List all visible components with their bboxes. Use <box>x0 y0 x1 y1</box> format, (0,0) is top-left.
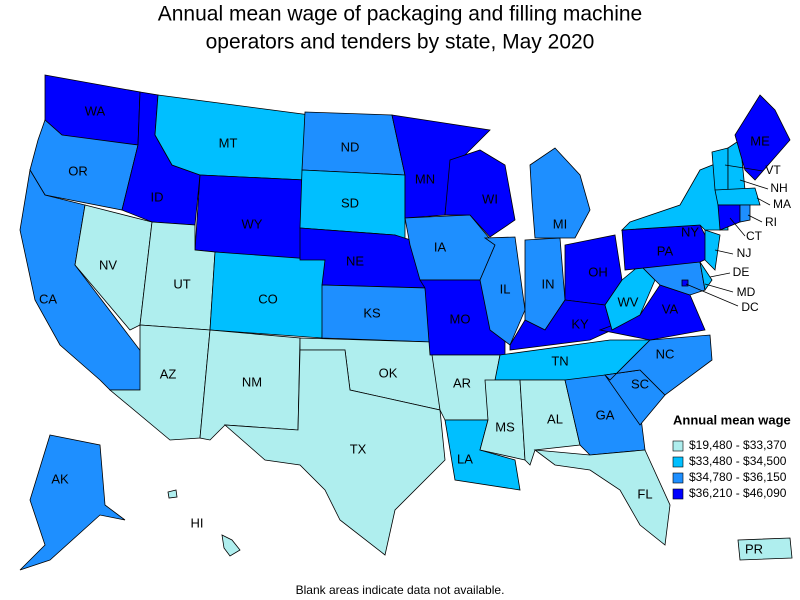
legend-swatch <box>672 488 684 500</box>
state-label: MO <box>450 311 471 326</box>
state-label: MS <box>495 419 515 434</box>
state <box>529 147 591 239</box>
state-label: OR <box>68 163 88 178</box>
leader-line <box>756 197 771 206</box>
state-label: IA <box>434 239 447 254</box>
state-label: OK <box>379 365 398 380</box>
legend-swatch <box>672 440 684 452</box>
legend-title: Annual mean wage <box>673 412 791 427</box>
state-labels: WA OR CA NV ID MT WY UT CO AZ NM ND SD NE KS OK TX MN IA MO… <box>39 103 791 556</box>
state <box>620 159 729 231</box>
state-label: SC <box>631 376 649 391</box>
state-label: ME <box>750 133 770 148</box>
state-label: RI <box>765 215 777 229</box>
legend-label: $33,480 - $34,500 <box>689 454 787 468</box>
state <box>711 147 729 191</box>
state-label: TN <box>551 353 568 368</box>
state <box>479 236 526 346</box>
state-label: CA <box>39 291 57 306</box>
state-label: TX <box>350 441 367 456</box>
state-label: GA <box>596 407 615 422</box>
state-label: HI <box>191 515 204 530</box>
states <box>19 74 793 571</box>
state-label: NM <box>242 374 262 389</box>
leader-line <box>747 214 763 223</box>
state <box>444 149 516 238</box>
state-label: DC <box>741 300 759 314</box>
state-label: KS <box>363 305 381 320</box>
state <box>29 119 139 211</box>
state-label: MI <box>553 216 567 231</box>
state <box>533 449 671 546</box>
state-label: OH <box>588 264 608 279</box>
state <box>734 94 791 181</box>
legend: $19,480 - $33,370 $33,480 - $34,500 $34,78… <box>672 438 787 500</box>
state <box>479 379 526 461</box>
state-label: IL <box>500 281 511 296</box>
state <box>223 349 446 556</box>
legend-swatch <box>672 456 684 468</box>
title-line: operators and tenders by state, May 2020 <box>206 31 595 54</box>
state <box>737 537 793 561</box>
legend-swatch <box>672 472 684 484</box>
state <box>74 204 153 331</box>
state-label: KY <box>571 316 589 331</box>
state-label: NJ <box>737 246 752 260</box>
state-label: ID <box>151 189 164 204</box>
legend-label: $19,480 - $33,370 <box>689 438 787 452</box>
state-label: AZ <box>160 366 177 381</box>
leader-line <box>724 164 764 172</box>
state-label: AL <box>547 411 563 426</box>
state <box>167 489 241 557</box>
footnote: Blank areas indicate data not available. <box>296 583 505 597</box>
state-label: MD <box>737 285 756 299</box>
state-label: NC <box>656 346 675 361</box>
state-label: PA <box>657 243 674 258</box>
legend-label: $34,780 - $36,150 <box>689 470 787 484</box>
state-label: DE <box>733 265 750 279</box>
leader-line <box>739 179 769 190</box>
state-label: NE <box>346 253 364 268</box>
state-label: NV <box>99 257 117 272</box>
state-label: VT <box>765 163 781 177</box>
state-label: CT <box>746 229 763 243</box>
state <box>704 229 721 271</box>
state <box>739 204 751 223</box>
state-label: WV <box>618 294 639 309</box>
state-label: WI <box>482 191 498 206</box>
state <box>681 279 689 287</box>
state <box>714 187 761 206</box>
state-label: UT <box>173 276 190 291</box>
state-label: AK <box>51 471 69 486</box>
state-label: CO <box>258 291 278 306</box>
legend-label: $36,210 - $46,090 <box>689 486 787 500</box>
leader-line <box>704 283 734 293</box>
leader-line <box>729 217 746 237</box>
state-label: FL <box>637 486 652 501</box>
state-label: IN <box>542 276 555 291</box>
state-label: MN <box>415 171 435 186</box>
state <box>19 434 126 571</box>
state-label: PR <box>745 541 763 556</box>
state-label: ND <box>341 139 360 154</box>
state-label: WY <box>242 216 263 231</box>
leader-line <box>714 249 734 255</box>
state-label: SD <box>341 195 359 210</box>
leader-line <box>685 283 739 307</box>
state-label: NH <box>770 181 787 195</box>
state-label: MA <box>773 197 791 211</box>
state-label: LA <box>457 451 473 466</box>
leader-line <box>709 272 731 278</box>
state-label: NY <box>681 224 699 239</box>
state-label: AR <box>453 375 471 390</box>
title-line: Annual mean wage of packaging and fillin… <box>158 3 643 26</box>
state <box>604 334 713 396</box>
state-label: WA <box>85 103 106 118</box>
state-label: MT <box>219 135 238 150</box>
state-label: VA <box>662 301 679 316</box>
